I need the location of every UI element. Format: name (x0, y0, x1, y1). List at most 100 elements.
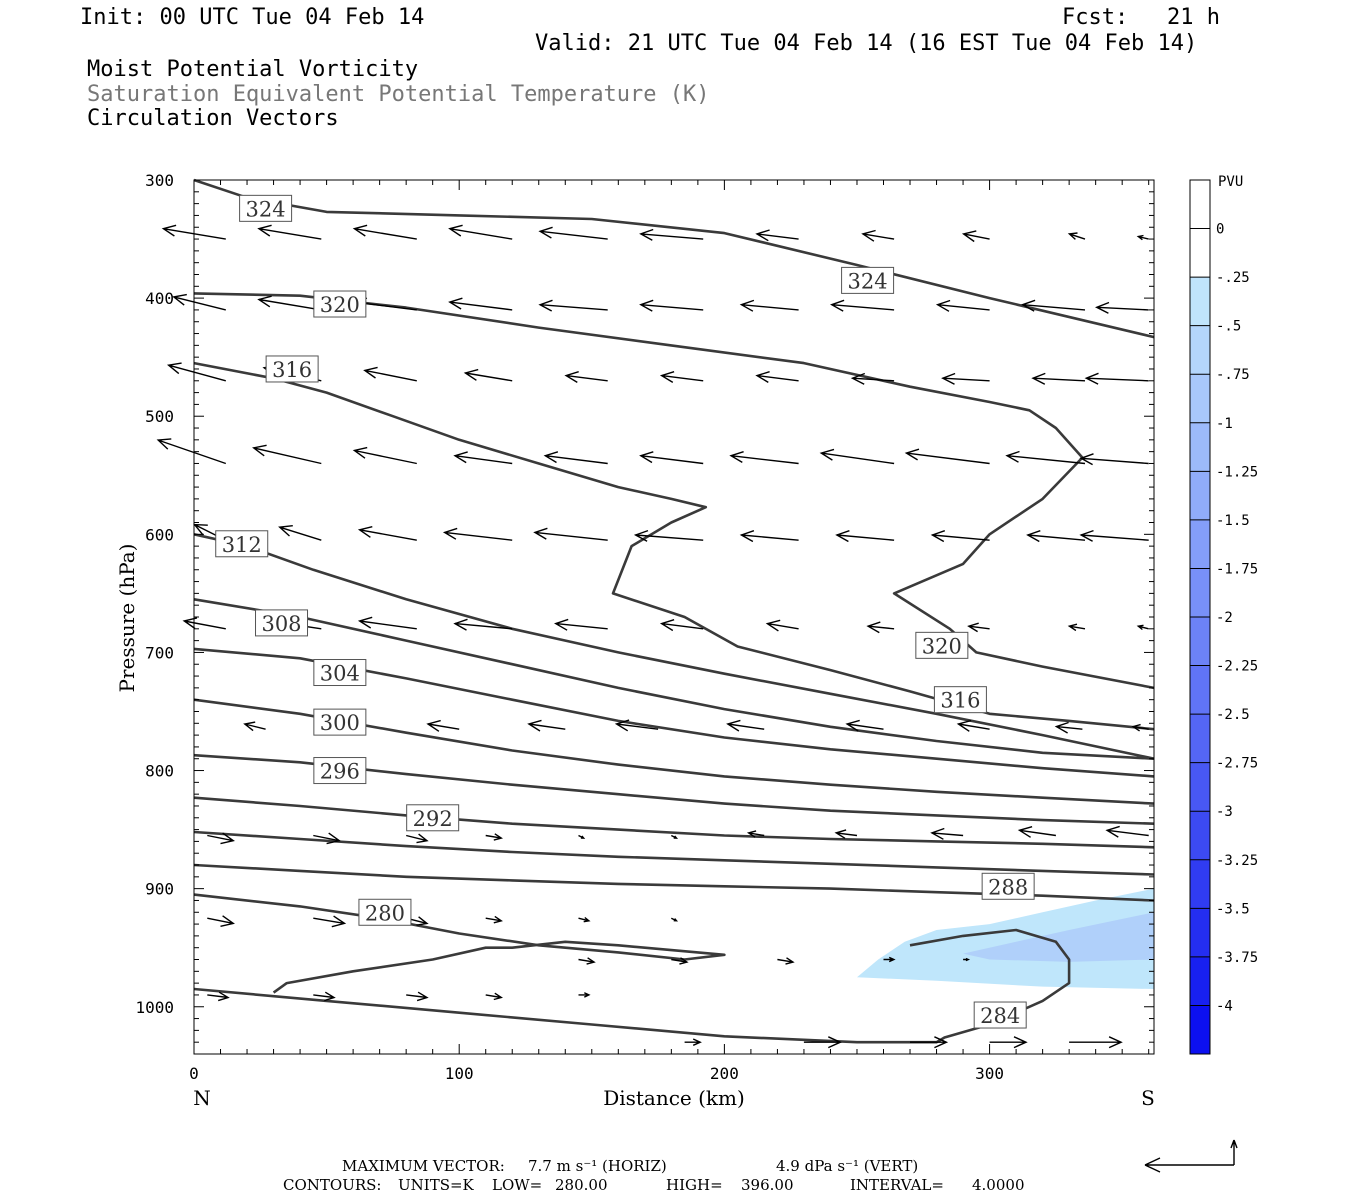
isentrope-label-box (215, 530, 269, 558)
circulation-vector (207, 915, 235, 927)
y-tick-label: 300 (145, 171, 174, 190)
circulation-vector (633, 529, 704, 542)
colorbar-swatch (1190, 422, 1210, 472)
circulation-vector (448, 297, 513, 311)
x-axis-label: Distance (km) (603, 1086, 745, 1110)
isentrope-label-box (915, 631, 969, 659)
contours-label: CONTOURS: (283, 1176, 382, 1194)
colorbar-label: -2 (1216, 610, 1233, 626)
circulation-vector (564, 371, 608, 383)
x-tick-label: 0 (189, 1064, 199, 1083)
circulation-vector (182, 617, 226, 630)
circulation-vector (578, 957, 596, 965)
contours-units: UNITS=K (398, 1176, 474, 1194)
circulation-vector (941, 372, 990, 385)
colorbar-label: -3 (1216, 804, 1233, 820)
isentrope-label-box (973, 1001, 1027, 1029)
circulation-vector (803, 1036, 843, 1049)
circulation-vector (883, 956, 896, 963)
isentrope-label-box (313, 290, 367, 318)
init-time: Init: 00 UTC Tue 04 Feb 14 (80, 5, 425, 30)
circulation-vector (1026, 530, 1086, 543)
colorbar-label: -1 (1216, 416, 1233, 432)
circulation-vector (578, 834, 586, 839)
valid-time: Valid: 21 UTC Tue 04 Feb 14 (16 EST Tue … (535, 31, 1198, 56)
circulation-vector (930, 530, 990, 543)
forecast-label: Fcst: (1062, 5, 1129, 30)
colorbar-label: -2.25 (1216, 659, 1258, 675)
isentrope-line (193, 928, 1071, 1044)
circulation-vector (527, 719, 566, 732)
circulation-vector (1005, 450, 1086, 465)
circulation-vector (1136, 624, 1149, 631)
colorbar-label: -.75 (1216, 367, 1250, 383)
circulation-vector (1136, 234, 1149, 241)
max-vector-vertical: 4.9 dPa s⁻¹ (VERT) (776, 1157, 919, 1175)
field-title-vectors: Circulation Vectors (87, 106, 339, 131)
forecast-hour: 21 h (1167, 5, 1220, 30)
colorbar-label: -.25 (1216, 270, 1250, 286)
isentrope-line (193, 361, 1155, 731)
circulation-vector (755, 371, 799, 383)
contours-low-label: LOW= (492, 1176, 543, 1194)
circulation-vector (1067, 232, 1086, 240)
circulation-vector (1131, 723, 1149, 732)
circulation-vector (845, 719, 884, 732)
circulation-vector (777, 957, 795, 965)
colorbar-swatch (1190, 908, 1210, 958)
circulation-vector (578, 916, 591, 923)
circulation-vector (614, 719, 659, 732)
contours-high-value: 396.00 (741, 1176, 794, 1194)
x-end-label-north: N (193, 1086, 211, 1110)
circulation-vector (442, 527, 513, 541)
colorbar-title: PVU (1218, 174, 1243, 190)
circulation-vector (1054, 721, 1083, 734)
circulation-vector (538, 299, 608, 312)
colorbar-swatch (1190, 519, 1210, 569)
circulation-vector (746, 830, 765, 838)
circulation-vector (755, 229, 799, 242)
isentrope-label: 312 (222, 533, 262, 557)
circulation-vector (670, 834, 679, 839)
circulation-vector (904, 448, 990, 465)
colorbar-swatch (1190, 325, 1210, 375)
circulation-vector (835, 530, 895, 543)
colorbar-swatch (1190, 811, 1210, 861)
isentrope-line (193, 292, 1155, 690)
circulation-vector (1079, 529, 1149, 542)
y-tick-label: 700 (145, 643, 174, 662)
circulation-vector (313, 991, 336, 1002)
colorbar-swatch (1190, 859, 1210, 909)
circulation-vector (830, 299, 895, 312)
circulation-vector (448, 224, 513, 240)
circulation-vector (1067, 623, 1086, 632)
colorbar-label: -1.5 (1216, 513, 1250, 529)
y-tick-label: 900 (145, 880, 174, 899)
contours-low-value: 280.00 (555, 1176, 608, 1194)
contours-interval-label: INTERVAL= (850, 1176, 944, 1194)
isentrope-label: 300 (320, 711, 360, 735)
circulation-vector (313, 832, 341, 845)
circulation-vector (207, 832, 235, 845)
circulation-vector (172, 293, 226, 311)
colorbar-label: -4 (1216, 998, 1233, 1014)
colorbar-swatch (1190, 1005, 1210, 1055)
circulation-vector (313, 915, 347, 928)
circulation-vector (963, 957, 971, 962)
colorbar-swatch (1190, 228, 1210, 278)
circulation-vector (352, 224, 417, 240)
axes-layer: 300 400 500 600 700 800 900 1000 0 100 200 300 (135, 171, 1154, 1083)
circulation-vector (554, 618, 608, 631)
isentrope-label-box (981, 872, 1035, 900)
isentrope-label-box (841, 266, 895, 294)
x-tick-label: 100 (445, 1064, 474, 1083)
circulation-vector (1069, 1036, 1123, 1049)
y-tick-label: 1000 (135, 998, 174, 1017)
isentrope-label: 320 (922, 634, 962, 658)
circulation-vector (257, 224, 322, 240)
circulation-vector (726, 719, 765, 732)
circulation-vector (819, 448, 895, 465)
isentrope-label-box (313, 757, 367, 785)
circulation-vector (935, 299, 990, 312)
isentrope-line (193, 598, 1155, 760)
